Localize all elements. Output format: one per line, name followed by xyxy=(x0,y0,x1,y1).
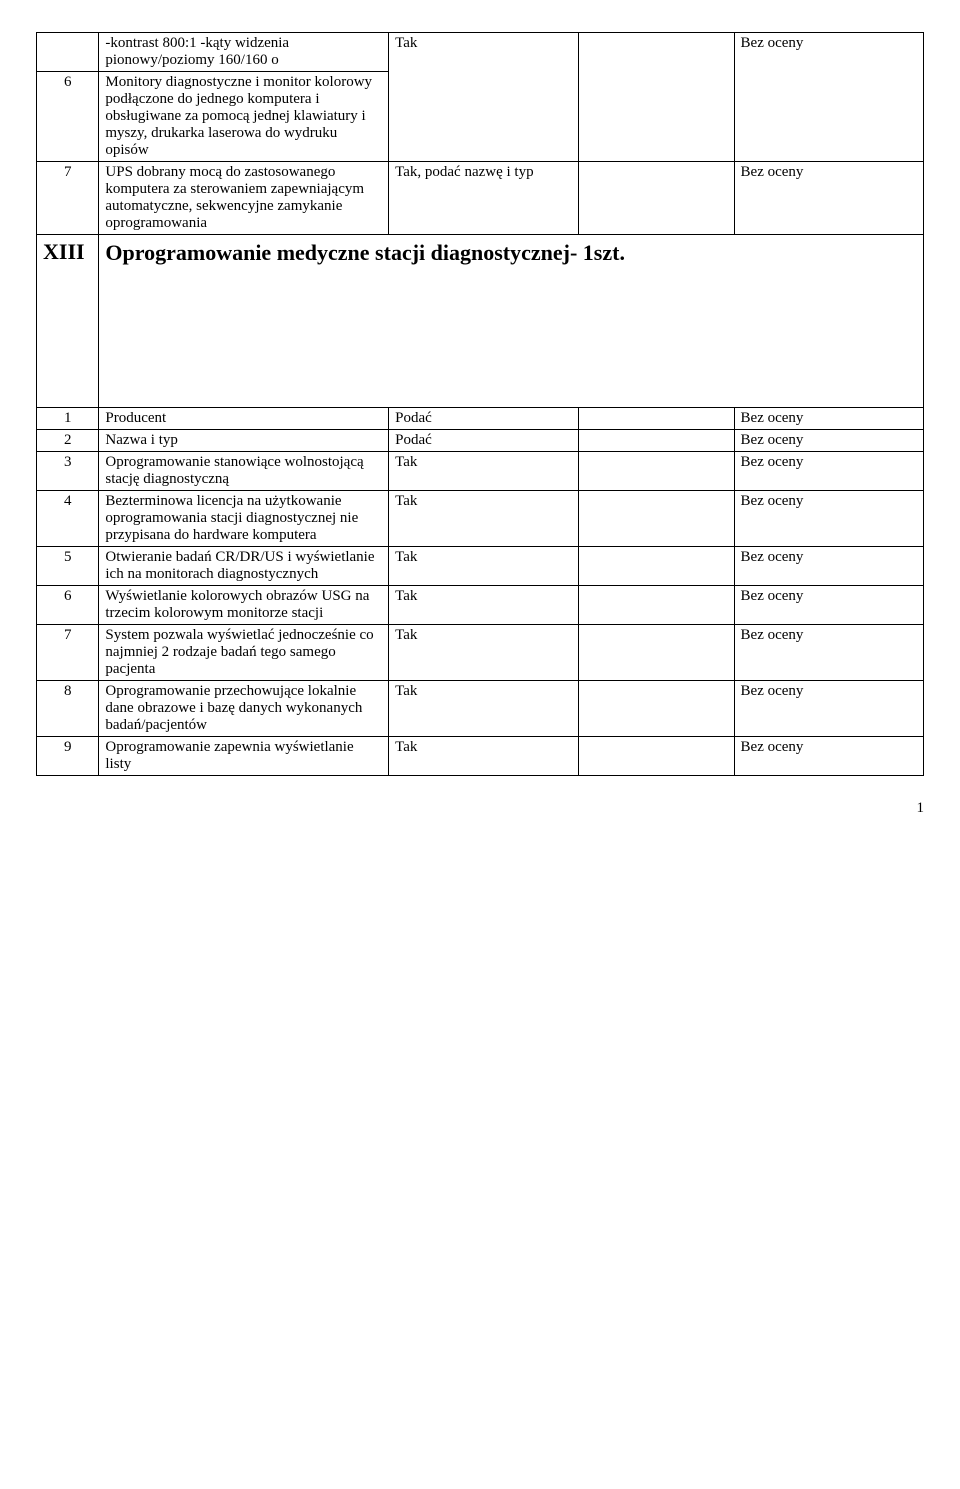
row-col3: Tak xyxy=(389,736,578,775)
table-row: 8 Oprogramowanie przechowujące lokalnie … xyxy=(37,680,924,736)
row-col5: Bez oceny xyxy=(734,407,923,429)
row-desc: -kontrast 800:1 -kąty widzenia pionowy/p… xyxy=(99,33,389,72)
row-num xyxy=(37,33,99,72)
row-desc: System pozwala wyświetlać jednocześnie c… xyxy=(99,624,389,680)
row-col5: Bez oceny xyxy=(734,680,923,736)
row-desc: Oprogramowanie zapewnia wyświetlanie lis… xyxy=(99,736,389,775)
table-row: 7 UPS dobrany mocą do zastosowanego komp… xyxy=(37,162,924,235)
table-row: 1 Producent Podać Bez oceny xyxy=(37,407,924,429)
row-col5: Bez oceny xyxy=(734,490,923,546)
row-col4 xyxy=(578,546,734,585)
row-col3: Podać xyxy=(389,429,578,451)
spec-table: -kontrast 800:1 -kąty widzenia pionowy/p… xyxy=(36,32,924,776)
row-desc: Oprogramowanie przechowujące lokalnie da… xyxy=(99,680,389,736)
row-num: 4 xyxy=(37,490,99,546)
row-col3: Tak xyxy=(389,451,578,490)
table-row: 7 System pozwala wyświetlać jednocześnie… xyxy=(37,624,924,680)
row-num: 7 xyxy=(37,624,99,680)
table-row: 9 Oprogramowanie zapewnia wyświetlanie l… xyxy=(37,736,924,775)
row-col3: Tak xyxy=(389,585,578,624)
row-col5: Bez oceny xyxy=(734,451,923,490)
table-row: -kontrast 800:1 -kąty widzenia pionowy/p… xyxy=(37,33,924,72)
row-desc: Wyświetlanie kolorowych obrazów USG na t… xyxy=(99,585,389,624)
row-col4 xyxy=(578,490,734,546)
row-col4 xyxy=(578,407,734,429)
row-col5: Bez oceny xyxy=(734,162,923,235)
row-col5: Bez oceny xyxy=(734,624,923,680)
row-num: 1 xyxy=(37,407,99,429)
row-col4 xyxy=(578,429,734,451)
row-col3: Tak xyxy=(389,33,578,162)
page-number: 1 xyxy=(36,800,924,817)
row-num: 6 xyxy=(37,72,99,162)
row-col4 xyxy=(578,585,734,624)
row-col5: Bez oceny xyxy=(734,33,923,162)
row-col4 xyxy=(578,680,734,736)
row-col3: Tak xyxy=(389,624,578,680)
row-desc: UPS dobrany mocą do zastosowanego komput… xyxy=(99,162,389,235)
row-col3: Tak xyxy=(389,490,578,546)
row-col3: Podać xyxy=(389,407,578,429)
row-col4 xyxy=(578,736,734,775)
section-row: XIII Oprogramowanie medyczne stacji diag… xyxy=(37,235,924,408)
table-row: 6 Wyświetlanie kolorowych obrazów USG na… xyxy=(37,585,924,624)
row-desc: Producent xyxy=(99,407,389,429)
row-num: 9 xyxy=(37,736,99,775)
row-col5: Bez oceny xyxy=(734,585,923,624)
table-row: 5 Otwieranie badań CR/DR/US i wyświetlan… xyxy=(37,546,924,585)
row-col5: Bez oceny xyxy=(734,429,923,451)
row-col4 xyxy=(578,162,734,235)
row-col5: Bez oceny xyxy=(734,546,923,585)
row-num: 7 xyxy=(37,162,99,235)
row-col4 xyxy=(578,33,734,162)
row-num: 5 xyxy=(37,546,99,585)
table-row: 4 Bezterminowa licencja na użytkowanie o… xyxy=(37,490,924,546)
row-num: 6 xyxy=(37,585,99,624)
row-desc: Otwieranie badań CR/DR/US i wyświetlanie… xyxy=(99,546,389,585)
table-row: 2 Nazwa i typ Podać Bez oceny xyxy=(37,429,924,451)
row-desc: Oprogramowanie stanowiące wolnostojącą s… xyxy=(99,451,389,490)
row-desc: Monitory diagnostyczne i monitor kolorow… xyxy=(99,72,389,162)
section-title: Oprogramowanie medyczne stacji diagnosty… xyxy=(99,235,924,408)
row-col3: Tak xyxy=(389,680,578,736)
row-col4 xyxy=(578,451,734,490)
row-num: 8 xyxy=(37,680,99,736)
row-desc: Nazwa i typ xyxy=(99,429,389,451)
row-col3: Tak, podać nazwę i typ xyxy=(389,162,578,235)
section-roman: XIII xyxy=(37,235,99,408)
row-num: 2 xyxy=(37,429,99,451)
row-col5: Bez oceny xyxy=(734,736,923,775)
row-col4 xyxy=(578,624,734,680)
row-col3: Tak xyxy=(389,546,578,585)
row-num: 3 xyxy=(37,451,99,490)
table-row: 3 Oprogramowanie stanowiące wolnostojącą… xyxy=(37,451,924,490)
row-desc: Bezterminowa licencja na użytkowanie opr… xyxy=(99,490,389,546)
